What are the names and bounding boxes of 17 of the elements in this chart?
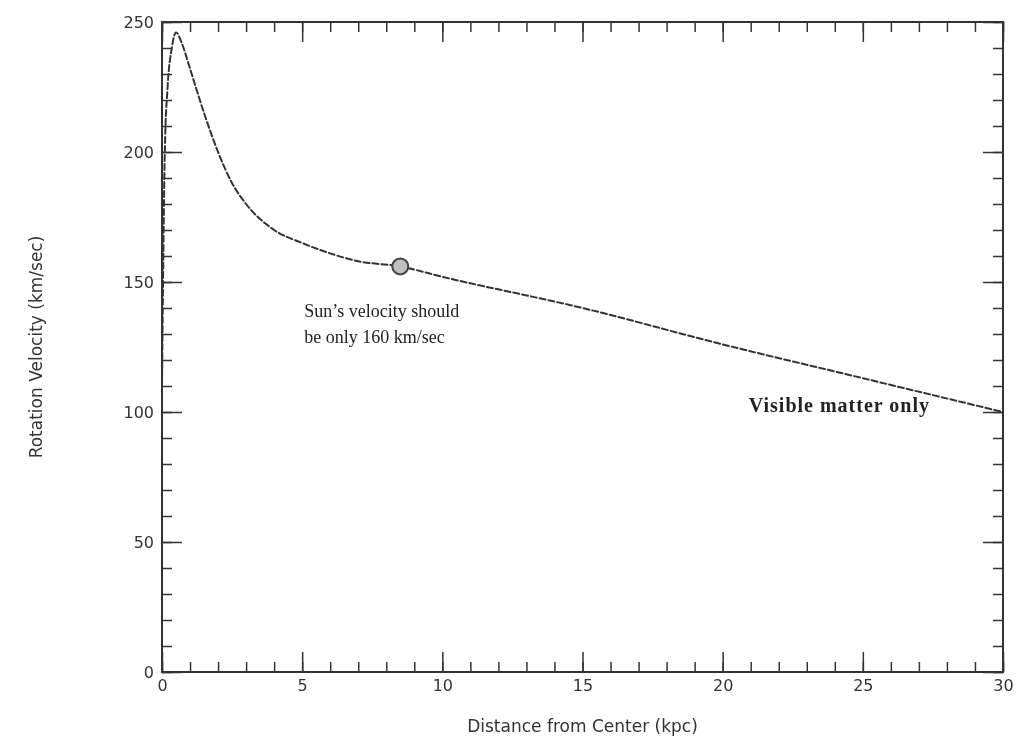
y-tick-label: 0 xyxy=(143,662,154,682)
y-tick-label: 50 xyxy=(133,532,154,552)
x-tick-label: 10 xyxy=(432,676,454,696)
x-tick-label: 25 xyxy=(853,676,874,696)
y-tick-label: 100 xyxy=(123,402,154,422)
y-tick-label: 250 xyxy=(123,12,154,32)
x-tick-label: 20 xyxy=(712,676,734,696)
annotation: Visible matter only xyxy=(748,394,930,417)
y-tick-label: 150 xyxy=(123,272,154,292)
x-tick-label: 30 xyxy=(993,676,1014,696)
x-tick-label: 15 xyxy=(572,676,594,696)
x-tick-label: 0 xyxy=(157,676,168,696)
x-tick-label: 5 xyxy=(297,676,308,696)
y-tick-label: 200 xyxy=(123,142,154,162)
x-axis-title: Distance from Center (kpc) xyxy=(467,716,698,736)
y-axis-title: Rotation Velocity (km/sec) xyxy=(26,235,46,459)
annotation: Sun’s velocity should be only 160 km/sec xyxy=(304,301,460,348)
